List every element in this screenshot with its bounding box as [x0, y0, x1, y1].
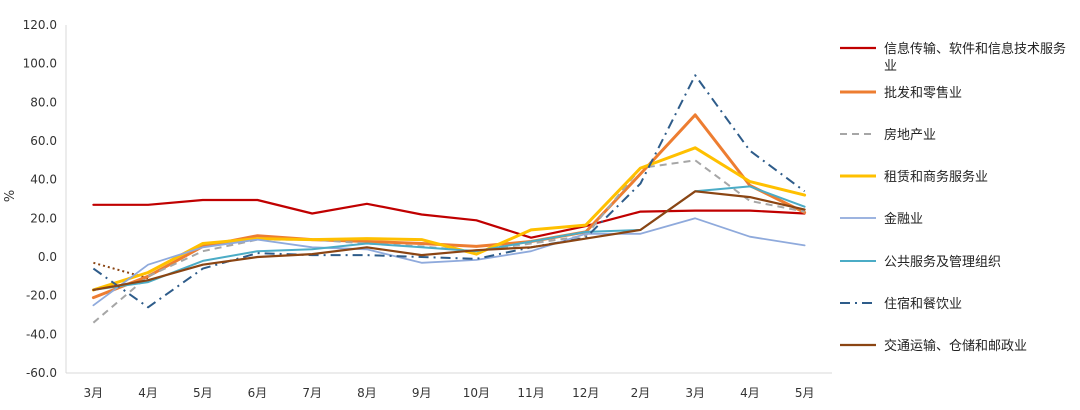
legend-label-6: 公共服务及管理组织	[884, 254, 1001, 270]
y-tick-label: -20.0	[26, 289, 57, 303]
legend-label-5: 金融业	[884, 211, 923, 227]
x-tick-label: 11月	[517, 386, 544, 400]
x-tick-label: 3月	[685, 386, 705, 400]
legend-label-2: 批发和零售业	[884, 85, 962, 101]
series-lines	[91, 74, 807, 324]
x-tick-label: 2月	[631, 386, 651, 400]
x-tick-label: 5月	[193, 386, 213, 400]
series-line-3	[92, 159, 805, 324]
legend-label-1: 信息传输、软件和信息技术服务业	[884, 41, 1066, 74]
legend-label-7: 住宿和餐饮业	[884, 296, 962, 312]
legend-label-8: 交通运输、仓储和邮政业	[884, 338, 1027, 354]
x-tick-label: 9月	[412, 386, 432, 400]
series-line-1	[92, 198, 806, 239]
y-tick-label: 120.0	[23, 18, 57, 32]
x-axis-ticks: 3月 4月 5月 6月 7月 8月 9月 10月 11月 12月 2月 3月 4月 5月	[84, 386, 815, 400]
y-tick-label: 60.0	[30, 134, 57, 148]
y-axis-label: %	[3, 190, 18, 202]
y-tick-label: 0.0	[38, 250, 57, 264]
y-tick-label: 40.0	[30, 173, 57, 187]
series-line-2	[91, 113, 807, 300]
x-tick-label: 5月	[795, 386, 815, 400]
y-axis-title: %	[3, 190, 18, 202]
y-tick-label: 80.0	[30, 95, 57, 109]
x-tick-label: 8月	[357, 386, 377, 400]
legend-label-4: 租赁和商务服务业	[884, 169, 988, 185]
legend: 信息传输、软件和信息技术服务业批发和零售业房地产业租赁和商务服务业金融业公共服务…	[840, 41, 1066, 354]
x-tick-label: 6月	[248, 386, 268, 400]
series-line-5	[92, 217, 806, 307]
legend-label-3: 房地产业	[884, 127, 936, 143]
y-tick-label: 100.0	[23, 57, 57, 71]
x-tick-label: 10月	[463, 386, 490, 400]
x-tick-label: 7月	[302, 386, 322, 400]
x-tick-label: 12月	[572, 386, 599, 400]
y-tick-label: 20.0	[30, 211, 57, 225]
series-line-4	[91, 146, 807, 292]
series-line-8	[92, 190, 806, 291]
x-tick-label: 4月	[138, 386, 158, 400]
x-tick-label: 3月	[84, 386, 104, 400]
y-tick-label: -40.0	[26, 327, 57, 341]
series-line-7	[92, 74, 806, 309]
y-tick-label: -60.0	[26, 366, 57, 380]
x-tick-label: 4月	[740, 386, 760, 400]
series-line-6	[92, 185, 806, 291]
y-axis-ticks: -60.0 -40.0 -20.0 0.0 20.0 40.0 60.0 80.0 100.0 1…	[23, 18, 57, 380]
